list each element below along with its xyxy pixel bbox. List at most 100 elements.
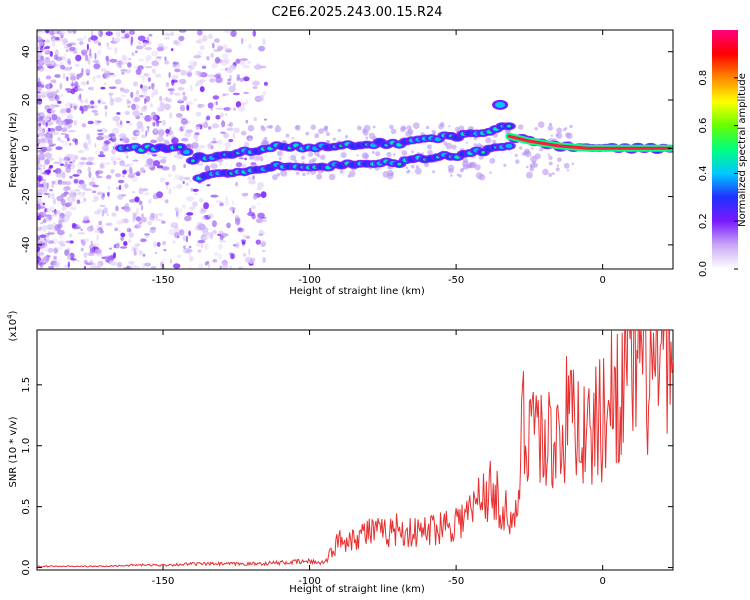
noise-blob bbox=[432, 170, 435, 174]
noise-blob bbox=[135, 68, 142, 76]
noise-blob bbox=[190, 84, 193, 92]
noise-blob bbox=[448, 168, 454, 174]
noise-blob bbox=[260, 242, 266, 248]
noise-blob bbox=[103, 82, 107, 85]
noise-blob bbox=[111, 212, 117, 217]
noise-blob bbox=[148, 33, 153, 37]
noise-blob bbox=[197, 249, 202, 253]
noise-blob bbox=[37, 258, 44, 261]
noise-blob bbox=[258, 233, 264, 236]
noise-blob bbox=[332, 137, 336, 141]
noise-blob bbox=[526, 171, 533, 179]
noise-blob bbox=[170, 31, 174, 35]
noise-blob bbox=[134, 223, 142, 229]
noise-blob bbox=[40, 252, 45, 256]
noise-blob bbox=[198, 41, 203, 44]
ridge-peak-line bbox=[507, 134, 672, 150]
noise-blob bbox=[227, 124, 231, 127]
noise-blob bbox=[229, 107, 232, 110]
noise-blob bbox=[235, 58, 241, 64]
noise-blob bbox=[225, 196, 228, 203]
ridge-blob bbox=[190, 159, 195, 163]
noise-blob bbox=[203, 202, 210, 210]
noise-blob bbox=[86, 80, 89, 85]
noise-blob bbox=[156, 56, 162, 59]
noise-blob bbox=[44, 136, 48, 141]
noise-blob bbox=[225, 233, 229, 236]
noise-blob bbox=[179, 78, 187, 85]
noise-blob bbox=[37, 155, 40, 161]
noise-blob bbox=[85, 161, 94, 166]
noise-blob bbox=[57, 201, 60, 207]
ridge-blob bbox=[139, 148, 144, 152]
noise-blob bbox=[320, 154, 326, 160]
noise-blob bbox=[50, 133, 53, 140]
noise-blob bbox=[97, 132, 104, 136]
top-axes: -150 -100 -50 0 -40 -20 0 20 40 bbox=[21, 30, 673, 286]
noise-blob bbox=[257, 212, 265, 219]
noise-blob bbox=[50, 104, 56, 109]
noise-blob bbox=[153, 241, 157, 248]
noise-blob bbox=[37, 51, 41, 57]
noise-blob bbox=[173, 174, 182, 181]
noise-blob bbox=[174, 92, 181, 96]
noise-blob bbox=[218, 243, 223, 250]
noise-blob bbox=[77, 232, 86, 235]
noise-blob bbox=[192, 188, 199, 192]
noise-blob bbox=[548, 173, 553, 177]
noise-blob bbox=[69, 142, 72, 146]
noise-blob bbox=[221, 120, 226, 128]
ridge-blob bbox=[178, 145, 182, 149]
noise-blob bbox=[129, 264, 137, 269]
noise-blob bbox=[111, 156, 114, 164]
noise-blob bbox=[67, 253, 71, 260]
noise-blob bbox=[179, 104, 186, 112]
x-tick-label: -50 bbox=[448, 275, 464, 286]
noise-blob bbox=[83, 252, 88, 259]
noise-blob bbox=[539, 147, 544, 152]
noise-blob bbox=[105, 175, 111, 181]
noise-blob bbox=[294, 159, 297, 163]
noise-blob bbox=[118, 60, 123, 66]
snr-line-layer bbox=[37, 330, 673, 568]
noise-blob bbox=[221, 53, 229, 60]
noise-blob bbox=[209, 78, 216, 83]
noise-blob bbox=[178, 126, 181, 133]
noise-blob bbox=[80, 81, 89, 86]
noise-blob bbox=[169, 259, 173, 264]
noise-blob bbox=[188, 179, 193, 183]
noise-blob bbox=[112, 116, 121, 122]
noise-blob bbox=[94, 228, 99, 234]
noise-blob bbox=[137, 35, 146, 42]
noise-blob bbox=[83, 265, 86, 269]
noise-blob bbox=[127, 100, 132, 104]
noise-blob bbox=[106, 42, 110, 47]
noise-blob bbox=[39, 40, 44, 47]
noise-blob bbox=[108, 86, 117, 89]
noise-blob bbox=[84, 146, 90, 151]
noise-blob bbox=[129, 30, 136, 35]
noise-blob bbox=[151, 50, 159, 57]
noise-blob bbox=[290, 154, 297, 161]
noise-blob bbox=[168, 71, 171, 79]
noise-blob bbox=[96, 74, 101, 79]
noise-blob bbox=[241, 37, 244, 45]
noise-blob bbox=[210, 108, 213, 111]
noise-blob bbox=[132, 265, 141, 269]
noise-blob bbox=[37, 98, 43, 105]
noise-blob bbox=[186, 72, 193, 78]
noise-blob bbox=[62, 66, 71, 71]
noise-blob bbox=[103, 207, 108, 214]
noise-blob bbox=[45, 75, 52, 80]
noise-blob bbox=[39, 163, 43, 168]
noise-blob bbox=[45, 121, 48, 128]
noise-blob bbox=[135, 50, 138, 54]
noise-blob bbox=[201, 121, 204, 127]
noise-blob bbox=[55, 89, 60, 94]
noise-blob bbox=[219, 265, 222, 269]
noise-blob bbox=[135, 216, 142, 222]
noise-blob bbox=[47, 193, 51, 199]
noise-blob bbox=[548, 161, 553, 166]
noise-blob bbox=[156, 46, 164, 52]
noise-blob bbox=[44, 152, 52, 159]
